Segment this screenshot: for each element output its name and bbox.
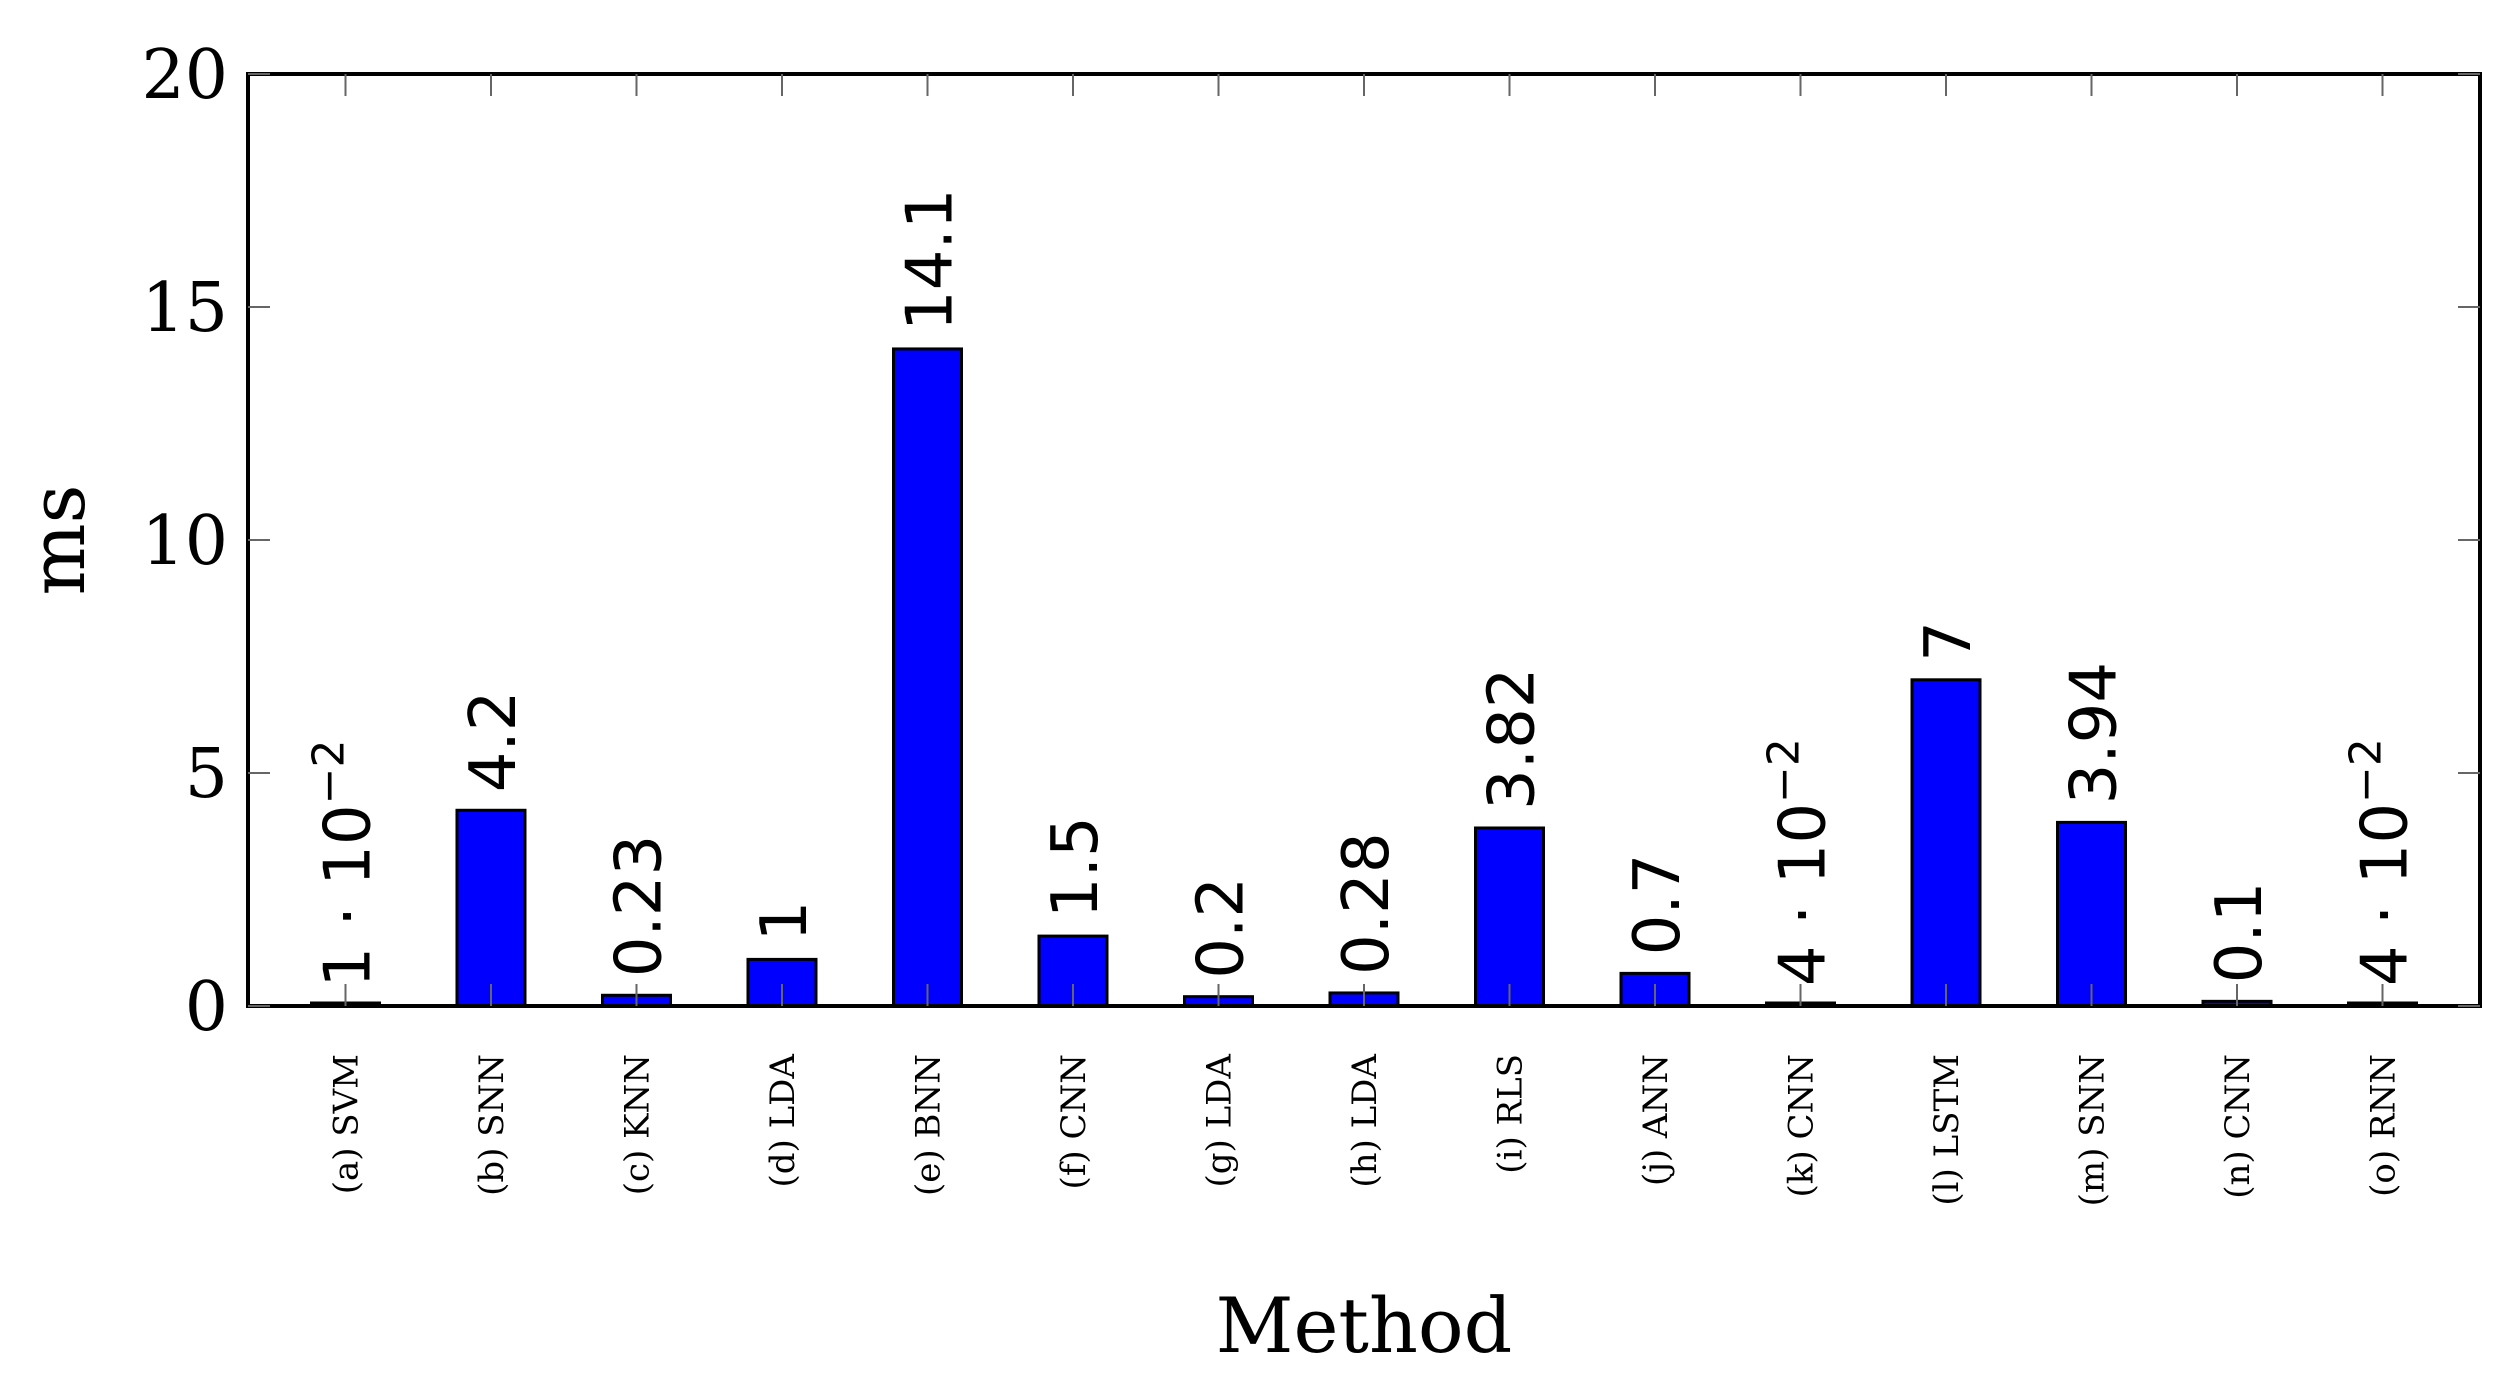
x-tick-label: (e) BNN — [908, 1054, 948, 1196]
data-label: 0.1 — [2203, 882, 2277, 984]
x-tick-label: (h) LDA — [1345, 1054, 1385, 1188]
x-tick-label: (n) CNN — [2218, 1054, 2258, 1199]
data-label: 4 · 10−2 — [1759, 738, 1841, 986]
data-label: 0.2 — [1184, 877, 1258, 979]
bar — [455, 808, 527, 1008]
data-label: 0.7 — [1621, 854, 1695, 956]
x-tick-label: (c) KNN — [617, 1054, 657, 1195]
x-tick-label: (o) RNN — [2364, 1054, 2404, 1197]
y-tick-label: 5 — [185, 735, 228, 814]
x-tick-label: (f) CNN — [1054, 1054, 1094, 1189]
x-tick-label: (j) ANN — [1636, 1054, 1676, 1186]
data-label: 0.28 — [1330, 832, 1404, 975]
x-tick-label: (g) LDA — [1199, 1054, 1239, 1188]
x-tick-label: (b) SNN — [472, 1054, 512, 1196]
data-label: 4 · 10−2 — [2341, 738, 2423, 986]
bar — [2056, 820, 2128, 1008]
data-label: 3.82 — [1476, 667, 1550, 810]
data-label: 1.5 — [1039, 816, 1113, 918]
data-label: 0.23 — [602, 835, 676, 978]
bar — [1910, 678, 1982, 1008]
data-label: 14.1 — [893, 188, 967, 331]
data-label: 1 · 10−2 — [303, 739, 385, 987]
x-tick-label: (d) LDA — [763, 1054, 803, 1188]
chart-axes: 0 5 10 15 20 (a) SVM (b) SNN (c) KNN (d) LDA (e) … — [141, 36, 2482, 1206]
chart-marks: 1 · 10−2 4.2 0.23 1 14.1 1.5 0.2 0.28 3.82 0.7 4 ·… — [303, 188, 2423, 1008]
x-tick-label: (i) RLS — [1491, 1054, 1531, 1174]
x-tick-label: (l) LSTM — [1927, 1054, 1967, 1206]
y-tick-label: 10 — [141, 502, 228, 581]
y-tick-label: 0 — [185, 968, 228, 1047]
x-tick-label: (m) SNN — [2073, 1054, 2113, 1206]
data-label: 7 — [1912, 621, 1986, 662]
y-tick-label: 15 — [141, 269, 228, 348]
y-tick-label: 20 — [141, 36, 228, 115]
y-axis-label: ms — [13, 484, 102, 595]
data-label: 4.2 — [457, 690, 531, 792]
bar — [1474, 826, 1546, 1008]
x-axis-label: Method — [1216, 1281, 1513, 1370]
x-tick-label: (a) SVM — [326, 1054, 366, 1194]
data-label: 1 — [748, 901, 822, 942]
bar — [891, 347, 963, 1008]
x-tick-label: (k) CNN — [1782, 1054, 1822, 1197]
data-label: 3.94 — [2058, 662, 2132, 805]
